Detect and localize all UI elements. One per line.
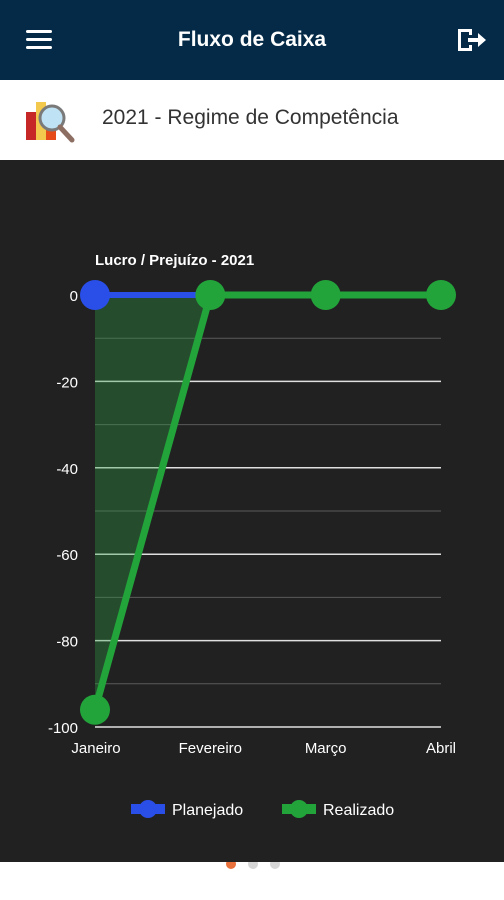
y-tick-label: -80 — [56, 634, 78, 651]
legend-marker-realizado — [290, 800, 308, 818]
report-subtitle: 2021 - Regime de Competência — [102, 106, 399, 129]
page-dot[interactable] — [248, 862, 258, 869]
logout-button[interactable] — [456, 26, 488, 54]
realizado-point — [426, 280, 456, 310]
x-tick-label: Março — [305, 740, 347, 757]
legend-marker-planejado — [139, 800, 157, 818]
y-tick-label: -60 — [56, 547, 78, 564]
menu-icon-bar — [26, 38, 52, 41]
page-dot[interactable] — [226, 862, 236, 869]
x-tick-label: Fevereiro — [179, 740, 242, 757]
logout-icon — [458, 29, 486, 51]
app-bar: Fluxo de Caixa — [0, 0, 504, 80]
legend-label-realizado: Realizado — [323, 802, 394, 819]
page-dot[interactable] — [270, 862, 280, 869]
chart-title: Lucro / Prejuízo - 2021 — [95, 252, 254, 269]
line-chart: Lucro / Prejuízo - 2021 0 -20 -40 -60 -80 -100… — [48, 252, 456, 819]
legend-label-planejado: Planejado — [172, 802, 243, 819]
page-indicator — [0, 862, 504, 900]
y-tick-label: -20 — [56, 374, 78, 391]
x-tick-label: Janeiro — [71, 740, 120, 757]
realizado-point — [80, 694, 110, 725]
chart-panel: Lucro / Prejuízo - 2021 0 -20 -40 -60 -80 -100… — [0, 160, 504, 862]
app-title: Fluxo de Caixa — [177, 28, 327, 51]
realizado-point — [195, 280, 226, 310]
y-tick-label: 0 — [70, 288, 78, 305]
report-magnifier-icon — [26, 102, 75, 143]
realizado-line — [91, 291, 441, 711]
menu-icon-bar — [26, 46, 52, 49]
report-header: 2021 - Regime de Competência — [0, 80, 504, 160]
menu-button[interactable] — [24, 28, 54, 52]
y-tick-label: -40 — [56, 461, 78, 478]
menu-icon — [26, 30, 52, 33]
page-indicator-dots — [226, 862, 280, 869]
y-tick-label: -100 — [48, 720, 78, 737]
realizado-point — [310, 280, 341, 310]
realizado-area — [95, 295, 441, 710]
x-tick-label: Abril — [426, 740, 456, 757]
planejado-point — [80, 280, 110, 310]
